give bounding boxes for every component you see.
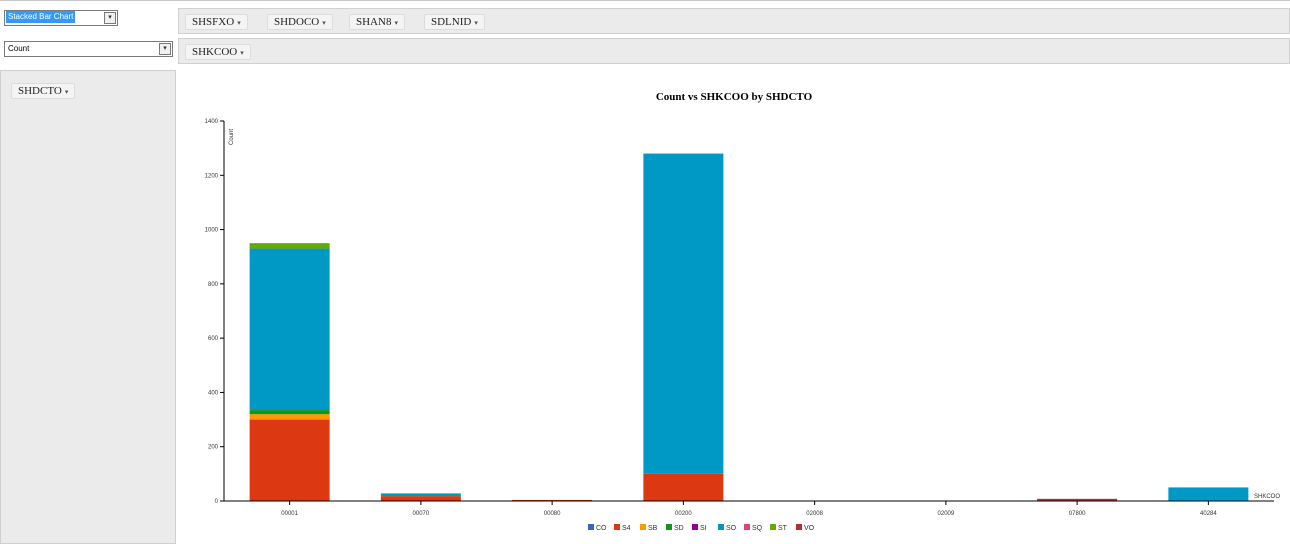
legend-swatch-s4 — [614, 524, 620, 530]
legend-swatch-sq — [744, 524, 750, 530]
x-tick-label: 02009 — [938, 511, 955, 517]
unused-field-shdcto[interactable]: SHDCTO ▾ — [11, 83, 76, 99]
legend-swatch-si — [692, 524, 698, 530]
legend-label-si: SI — [700, 525, 707, 532]
field-label: SHSFXO — [192, 16, 235, 28]
legend-label-sq: SQ — [752, 525, 763, 532]
bar-segment-sb — [249, 414, 330, 420]
unused-fields-panel[interactable]: SHDCTO ▾ — [0, 70, 176, 544]
aggregator-select-value: Count — [8, 44, 30, 53]
x-tick-label: 00070 — [413, 511, 430, 517]
bar-segment-so — [643, 153, 724, 474]
bar-segment-st — [249, 243, 330, 249]
bar-segment-sd — [249, 410, 330, 415]
y-tick-label: 600 — [208, 336, 219, 342]
y-tick-label: 400 — [208, 390, 219, 396]
y-tick-label: 1000 — [205, 228, 219, 234]
legend-label-sd: SD — [674, 525, 684, 532]
y-tick-label: 200 — [208, 445, 219, 451]
x-tick-label: 02008 — [806, 511, 823, 517]
caret-down-icon[interactable]: ▾ — [474, 19, 478, 27]
bars-group — [249, 153, 1249, 501]
bar-segment-so — [1168, 487, 1249, 501]
caret-down-icon[interactable]: ▾ — [322, 19, 326, 27]
legend-swatch-sb — [640, 524, 646, 530]
x-tick-label: 00080 — [544, 511, 561, 517]
legend-label-vo: VO — [804, 525, 815, 532]
column-fields-area[interactable]: SHSFXO ▾ SHDOCO ▾ SHAN8 ▾ SDLNID ▾ — [178, 8, 1290, 34]
caret-down-icon[interactable]: ▾ — [237, 19, 241, 27]
y-axis-label: Count — [229, 129, 235, 145]
field-label: SHDOCO — [274, 16, 320, 28]
x-tick-label: 07800 — [1069, 511, 1086, 517]
legend-label-s4: S4 — [622, 525, 631, 532]
col-field-shan8[interactable]: SHAN8 ▾ — [349, 14, 405, 30]
caret-down-icon[interactable]: ▾ — [64, 88, 69, 96]
chevron-down-icon[interactable]: ▾ — [104, 12, 116, 24]
bar-segment-s4 — [249, 419, 330, 501]
legend-swatch-co — [588, 524, 594, 530]
field-label: SDLNID — [431, 16, 472, 28]
legend-label-st: ST — [778, 525, 788, 532]
bar-segment-vo — [1037, 498, 1118, 501]
row-fields-area[interactable]: SHKCOO ▾ — [178, 38, 1290, 64]
aggregator-select[interactable]: Count ▾ — [4, 41, 173, 57]
row-field-shkcoo[interactable]: SHKCOO ▾ — [185, 44, 251, 60]
field-label: SHDCTO — [18, 85, 62, 97]
col-field-shsfxo[interactable]: SHSFXO ▾ — [185, 14, 248, 30]
y-tick-label: 1400 — [205, 119, 219, 125]
renderer-select[interactable]: Stacked Bar Chart ▾ — [4, 10, 118, 26]
field-label: SHAN8 — [356, 16, 392, 28]
x-tick-label: 40284 — [1200, 511, 1217, 517]
chevron-down-icon[interactable]: ▾ — [159, 43, 171, 55]
legend-swatch-st — [770, 524, 776, 530]
stacked-bar-chart: Count vs SHKCOO by SHDCTO Count 0 200 400 6… — [205, 91, 1281, 532]
chart-title: Count vs SHKCOO by SHDCTO — [656, 91, 813, 103]
caret-down-icon[interactable]: ▾ — [240, 49, 244, 57]
bar-segment-s4 — [643, 473, 724, 501]
legend-label-so: SO — [726, 525, 737, 532]
bar-segment-s4 — [380, 496, 461, 501]
renderer-select-value: Stacked Bar Chart — [6, 11, 76, 23]
top-border — [0, 0, 1290, 1]
x-tick-label: 00001 — [281, 511, 298, 517]
legend-label-co: CO — [596, 525, 607, 532]
y-tick-label: 0 — [215, 499, 219, 505]
field-label: SHKCOO — [192, 46, 238, 58]
legend-swatch-sd — [666, 524, 672, 530]
legend: CO S4 SB SD SI SO SQ ST VO — [588, 524, 815, 532]
y-tick-label: 800 — [208, 282, 219, 288]
bar-segment-s4 — [512, 499, 593, 501]
bar-segment-so — [249, 248, 330, 411]
x-tick-label: 00200 — [675, 511, 692, 517]
x-axis-label: SHKCOO — [1254, 494, 1280, 500]
bar-segment-so — [380, 493, 461, 497]
col-field-shdoco[interactable]: SHDOCO ▾ — [267, 14, 333, 30]
col-field-sdlnid[interactable]: SDLNID ▾ — [424, 14, 485, 30]
y-axis: 0 200 400 600 800 1000 1200 1400 — [205, 119, 225, 505]
x-axis: 00001 00070 00080 00200 02008 02009 07800 40284 — [224, 500, 1274, 517]
legend-swatch-so — [718, 524, 724, 530]
legend-swatch-vo — [796, 524, 802, 530]
legend-label-sb: SB — [648, 525, 658, 532]
y-tick-label: 1200 — [205, 173, 219, 179]
caret-down-icon[interactable]: ▾ — [394, 19, 398, 27]
